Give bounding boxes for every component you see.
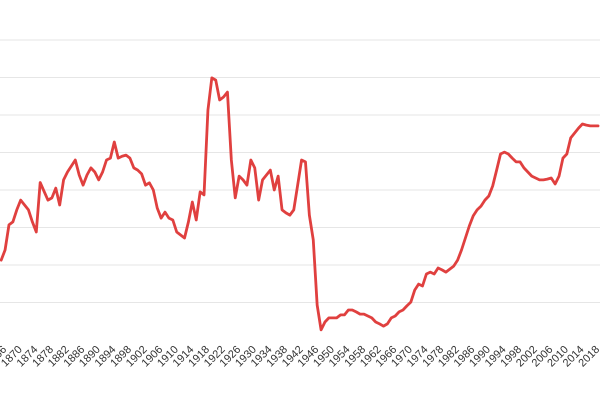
x-tick-label: 1866 — [0, 344, 9, 370]
data-line — [0, 76, 600, 332]
